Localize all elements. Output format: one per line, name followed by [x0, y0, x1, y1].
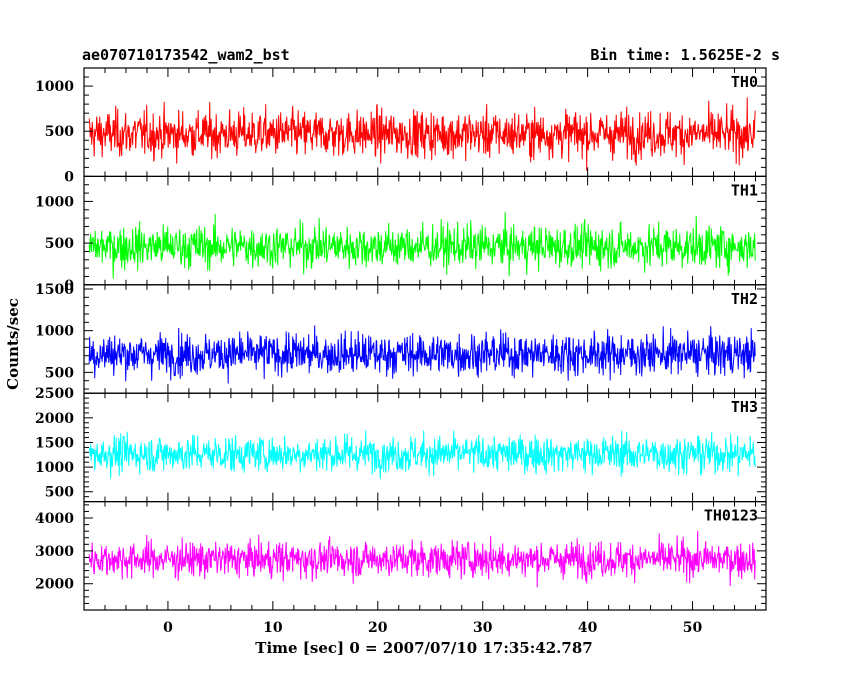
y-tick-label: 500 [45, 485, 74, 501]
panel-frame [83, 501, 767, 611]
y-tick-label: 500 [45, 365, 74, 381]
x-axis-label: Time [sec] 0 = 2007/07/10 17:35:42.787 [255, 639, 592, 657]
x-tick-label: 10 [263, 620, 283, 636]
x-tick-labels: 0 10 20 30 40 50 [163, 620, 702, 636]
chart-title: ae070710173542_wam2_bst [82, 46, 290, 64]
y-tick-label: 500 [45, 124, 74, 140]
y-tick-label: 0 [64, 278, 74, 294]
panel-th0: 0 500 1000 TH0 [35, 67, 767, 185]
y-tick-label: 2000 [35, 411, 74, 427]
series-th0 [88, 97, 756, 171]
panel-th0123: 2000 3000 4000 TH0123 [35, 501, 767, 611]
series-th2 [88, 325, 756, 384]
y-tick-label: 1000 [35, 79, 74, 95]
y-tick-label: 3000 [35, 544, 74, 560]
x-tick-label: 40 [578, 620, 598, 636]
panel-th3: 500 1000 1500 2000 2500 TH3 [35, 386, 767, 503]
panel-label: TH3 [731, 398, 758, 416]
y-tick-label: 2500 [35, 386, 74, 402]
y-tick-label: 1000 [35, 324, 74, 340]
y-tick-label: 2000 [35, 577, 74, 593]
panel-label: TH0123 [704, 507, 758, 525]
x-tick-label: 0 [163, 620, 173, 636]
y-tick-label: 1500 [35, 282, 74, 298]
y-tick-label: 1500 [35, 435, 74, 451]
series-th3 [88, 430, 756, 479]
x-tick-label: 50 [683, 620, 703, 636]
y-tick-label: 500 [45, 236, 74, 252]
panel-th1: 0 500 1000 TH1 [35, 175, 767, 294]
panel-label: TH2 [731, 290, 758, 308]
panels: 0 500 1000 TH0 0 500 1000 TH1 500 1000 1500 TH2 500 1… [35, 67, 767, 611]
x-tick-label: 30 [473, 620, 493, 636]
panel-th2: 500 1000 1500 TH2 [35, 282, 767, 394]
series-th1 [88, 211, 756, 279]
y-axis-label: Counts/sec [4, 298, 22, 390]
y-tick-label: 1000 [35, 194, 74, 210]
panel-label: TH0 [731, 73, 758, 91]
y-tick-label: 0 [64, 169, 74, 185]
y-tick-label: 4000 [35, 511, 74, 527]
x-tick-label: 20 [368, 620, 388, 636]
series-th0123 [88, 530, 756, 588]
y-tick-label: 1000 [35, 460, 74, 476]
panel-frame [83, 67, 767, 178]
panel-label: TH1 [731, 181, 758, 199]
panel-frame [83, 175, 767, 286]
bin-time-label: Bin time: 1.5625E-2 s [590, 46, 780, 64]
